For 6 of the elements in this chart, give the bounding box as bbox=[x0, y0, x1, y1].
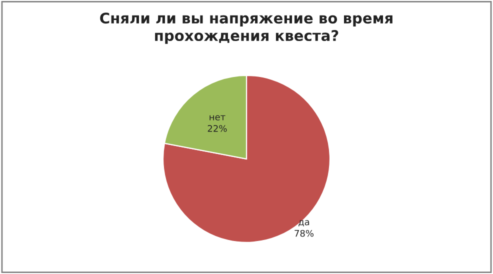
slice-label: нет bbox=[210, 115, 226, 120]
slice-label: да bbox=[298, 220, 310, 226]
chart-title: Сняли ли вы напряжение во время прохождения квеста? bbox=[100, 12, 392, 44]
data-label: 22% bbox=[208, 125, 227, 132]
data-label: 78% bbox=[294, 230, 314, 237]
pie-slice bbox=[162, 74, 331, 243]
